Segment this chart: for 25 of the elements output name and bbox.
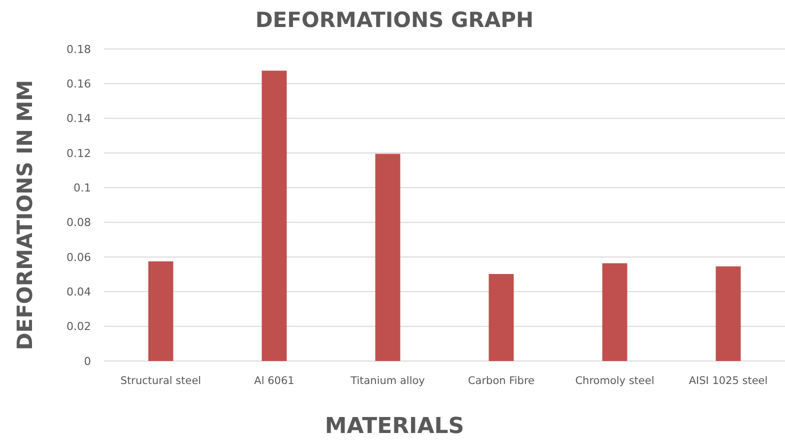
bar: [375, 154, 400, 361]
y-tick-label: 0.04: [66, 286, 91, 299]
x-tick-label: Chromoly steel: [575, 375, 654, 387]
y-tick-label: 0.1: [74, 182, 91, 195]
y-tick-label: 0.08: [66, 216, 91, 230]
y-tick-label: 0: [84, 354, 91, 368]
y-tick-label: 0.02: [66, 320, 91, 334]
x-tick-label: Structural steel: [120, 375, 202, 387]
x-tick-label: Titanium alloy: [350, 375, 425, 387]
bar: [148, 261, 174, 361]
bar: [262, 70, 287, 361]
x-tick-label: Al 6061: [254, 375, 294, 387]
x-tick-label: AISI 1025 steel: [688, 375, 768, 387]
x-axis-title: MATERIALS: [324, 414, 464, 439]
y-tick-label: 0.18: [66, 42, 91, 56]
y-tick-label: 0.14: [66, 112, 91, 126]
y-axis-title: DEFORMATIONS IN MM: [13, 80, 37, 350]
bar: [716, 266, 741, 361]
y-tick-label: 0.06: [66, 250, 91, 264]
bar: [488, 274, 514, 361]
x-tick-label: Carbon Fibre: [468, 375, 535, 387]
bar: [602, 263, 628, 361]
chart-title: DEFORMATIONS GRAPH: [255, 8, 534, 32]
y-tick-label: 0.16: [66, 78, 91, 91]
y-tick-label: 0.12: [66, 146, 91, 160]
